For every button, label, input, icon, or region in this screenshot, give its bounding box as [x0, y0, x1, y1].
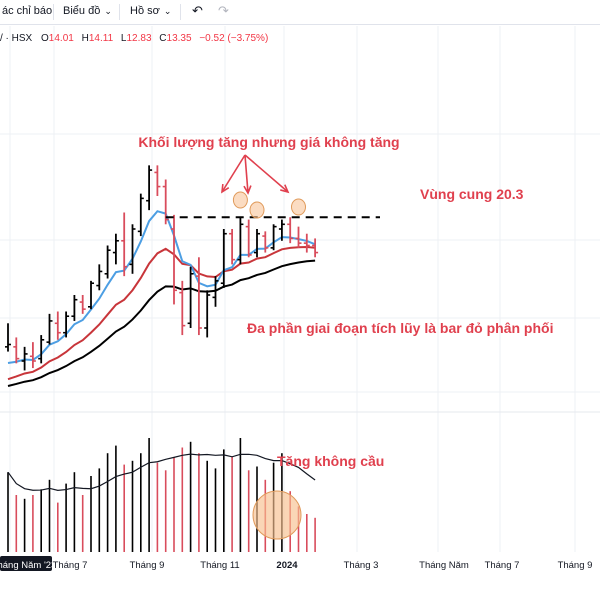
ma-fast-line	[7, 210, 316, 365]
chevron-down-icon: ⌄	[104, 6, 112, 16]
chart-menu-label: Biểu đồ	[63, 5, 101, 17]
price-bar	[229, 229, 236, 265]
x-axis-tick-label: Tháng Năm	[419, 560, 469, 571]
annotation-arrow	[244, 154, 289, 193]
price-bar	[129, 224, 136, 274]
price-bar	[71, 295, 78, 321]
chevron-down-icon: ⌄	[163, 6, 172, 16]
price-bar	[195, 257, 202, 336]
volume-note-text: Khối lượng tăng nhưng giá không tăng	[138, 134, 399, 150]
toolbar-divider	[53, 4, 54, 20]
price-bar	[287, 217, 294, 244]
price-bar	[187, 266, 194, 328]
price-bar	[38, 335, 45, 364]
undo-icon[interactable]: ↶	[192, 3, 203, 18]
toolbar-divider	[119, 4, 120, 20]
low-value: 12.83	[126, 33, 152, 44]
price-bar	[312, 238, 319, 258]
x-axis-tick-label: Tháng 9	[130, 560, 165, 571]
price-bar	[29, 342, 36, 369]
profile-menu-label: Hồ sơ	[130, 5, 160, 17]
price-bar	[46, 313, 53, 345]
price-bar	[104, 245, 111, 279]
ohlc-legend: / · HSX O14.01 H14.11 L12.83 C13.35 −0.5…	[0, 33, 268, 44]
highlight-circle	[291, 198, 306, 216]
price-bar	[112, 233, 119, 265]
price-bar	[204, 290, 211, 338]
annotation-arrow	[244, 154, 249, 194]
price-bar	[121, 212, 128, 277]
price-bar	[146, 165, 153, 211]
moving-averages	[7, 210, 316, 387]
chart-menu[interactable]: Biểu đồ ⌄	[63, 5, 112, 17]
toolbar-divider	[180, 4, 181, 20]
price-bar	[21, 346, 28, 371]
annotation-arrow	[221, 154, 246, 193]
price-bar	[63, 311, 70, 338]
arrow-head	[280, 184, 290, 194]
price-bar	[54, 311, 61, 340]
x-axis-tick-label: Tháng 7	[485, 560, 520, 571]
price-bar	[220, 229, 227, 288]
price-bar	[270, 224, 277, 251]
price-bar	[278, 219, 285, 241]
indicators-menu[interactable]: ác chỉ báo	[2, 5, 53, 17]
price-bar	[96, 264, 103, 291]
low-label: L	[120, 33, 127, 44]
symbol-name[interactable]: / · HSX	[0, 33, 33, 44]
price-bar	[79, 295, 86, 314]
demand-note-text: Tăng không cầu	[277, 453, 384, 469]
price-bars	[5, 165, 319, 371]
open-label: O	[41, 33, 49, 44]
x-axis-tick-label: Tháng Năm '23	[0, 560, 56, 571]
high-label: H	[81, 33, 89, 44]
x-axis-tick-label: Tháng 3	[344, 560, 379, 571]
price-bar	[179, 280, 186, 336]
price-bar	[237, 217, 244, 265]
highlight-circle	[249, 201, 265, 219]
price-bar	[212, 276, 219, 307]
price-bar	[254, 229, 260, 258]
grid-lines	[0, 26, 600, 552]
x-axis-tick-label: Tháng 11	[200, 560, 239, 571]
ma-slow-line	[7, 259, 316, 387]
annotations-layer: Khối lượng tăng nhưng giá không tăng Vùng…	[138, 134, 553, 540]
arrow-head	[243, 185, 252, 195]
price-bar	[295, 226, 302, 248]
highlight-circle	[232, 191, 248, 209]
arrow-head	[221, 183, 230, 194]
volume-highlight-circle	[252, 490, 302, 540]
price-bar	[171, 214, 177, 305]
x-axis-current-label-box	[0, 556, 52, 571]
change-value: −0.52 (−3.75%)	[199, 33, 269, 44]
redo-icon[interactable]: ↷	[218, 3, 229, 18]
price-bar	[245, 219, 252, 258]
profile-menu[interactable]: Hồ sơ ⌄	[130, 5, 171, 17]
ma-mid-line	[7, 245, 316, 381]
x-axis-tick-label: Tháng 9	[558, 560, 593, 571]
close-value: 13.35	[166, 33, 192, 44]
price-bar	[5, 323, 11, 352]
x-axis-tick-label: 2024	[276, 560, 298, 571]
price-bar	[13, 337, 20, 364]
volume-average-line	[7, 453, 316, 491]
price-bar	[88, 280, 94, 310]
open-value: 14.01	[48, 33, 74, 44]
supply-zone-text: Vùng cung 20.3	[420, 186, 524, 202]
accumulation-note-text: Đa phần giai đoạn tích lũy là bar đỏ phâ…	[247, 320, 553, 336]
price-bar	[154, 165, 161, 196]
top-toolbar: ác chỉ báo Biểu đồ ⌄ Hồ sơ ⌄ ↶ ↷	[0, 0, 600, 25]
high-value: 14.11	[88, 33, 114, 44]
price-bar	[262, 231, 269, 253]
price-bar	[303, 233, 310, 253]
close-label: C	[159, 33, 167, 44]
x-axis-tick-label: Tháng 7	[53, 560, 88, 571]
price-bar	[137, 193, 144, 237]
